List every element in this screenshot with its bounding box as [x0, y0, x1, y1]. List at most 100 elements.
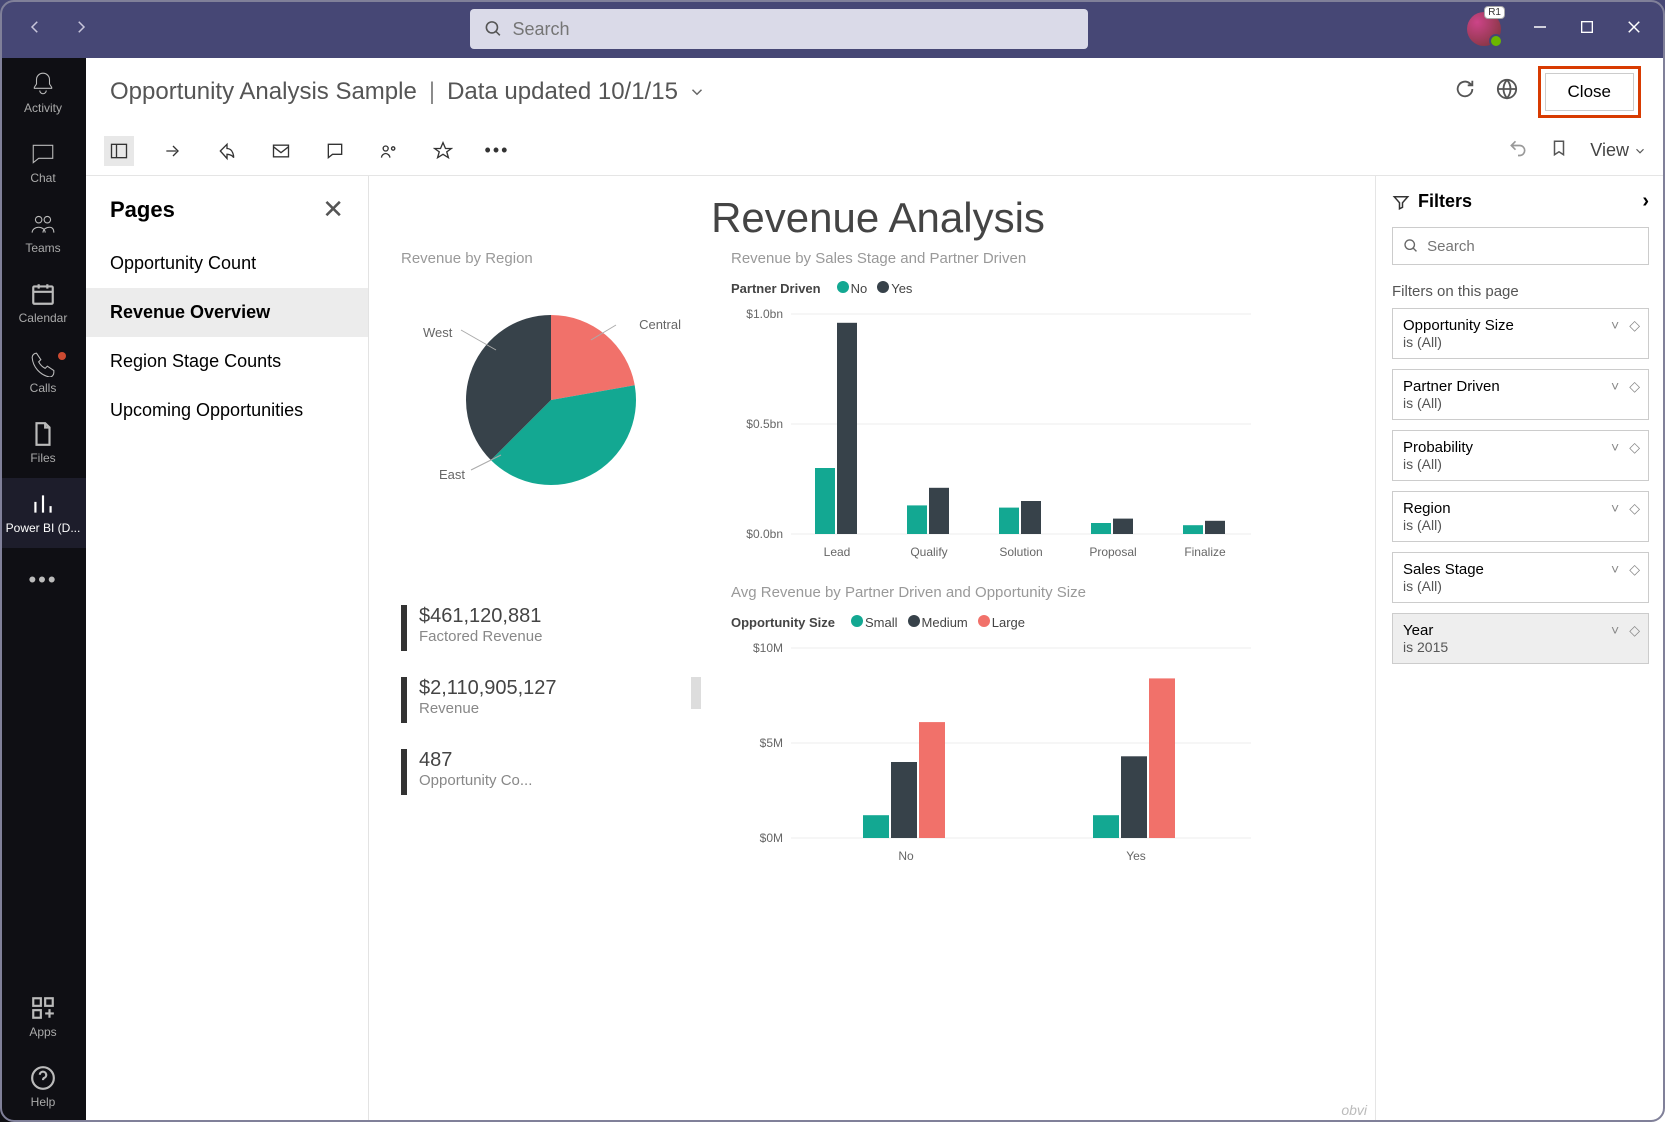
- rail-calls[interactable]: Calls: [0, 338, 86, 408]
- back-button[interactable]: [26, 18, 44, 41]
- filters-title: Filters: [1418, 191, 1472, 212]
- report-subtitle: Data updated 10/1/15: [447, 78, 678, 106]
- close-window-button[interactable]: [1625, 18, 1643, 41]
- global-search[interactable]: [470, 9, 1088, 49]
- export-button[interactable]: [158, 136, 188, 166]
- filter-card[interactable]: Sales Stageis (All)˅◇: [1392, 552, 1649, 603]
- teams-icon: [30, 211, 56, 237]
- svg-text:Lead: Lead: [824, 545, 851, 559]
- pie-label-central: Central: [639, 317, 681, 332]
- bar-chart-1[interactable]: $0.0bn$0.5bn$1.0bnLeadQualifySolutionPro…: [731, 304, 1251, 564]
- svg-text:Qualify: Qualify: [910, 545, 947, 559]
- watermark: obvi: [1341, 1102, 1367, 1118]
- rail-more[interactable]: •••: [0, 548, 86, 608]
- filters-search-input[interactable]: [1427, 238, 1638, 255]
- filters-pane: Filters › Filters on this page Opportuni…: [1375, 176, 1665, 1122]
- rail-apps[interactable]: Apps: [0, 982, 86, 1052]
- file-icon: [30, 421, 56, 447]
- rail-label: Help: [31, 1095, 56, 1109]
- kpi-tile[interactable]: $2,110,905,127Revenue: [401, 677, 701, 723]
- close-button[interactable]: Close: [1545, 73, 1634, 111]
- email-button[interactable]: [266, 136, 296, 166]
- pages-title: Pages: [110, 197, 175, 223]
- page-item[interactable]: Upcoming Opportunities: [86, 386, 368, 435]
- bar2-title: Avg Revenue by Partner Driven and Opport…: [731, 584, 1355, 601]
- phone-icon: [30, 351, 56, 377]
- rail-powerbi[interactable]: Power BI (D...: [0, 478, 86, 548]
- app-rail: Activity Chat Teams Calendar Calls Files…: [0, 58, 86, 1122]
- rail-label: Chat: [30, 171, 55, 185]
- rail-label: Power BI (D...: [6, 521, 81, 535]
- svg-text:$5M: $5M: [760, 736, 783, 750]
- pie-label-west: West: [423, 325, 452, 340]
- pages-close-button[interactable]: ✕: [322, 194, 344, 225]
- undo-button[interactable]: [1508, 138, 1528, 163]
- rail-help[interactable]: Help: [0, 1052, 86, 1122]
- filter-card[interactable]: Opportunity Sizeis (All)˅◇: [1392, 308, 1649, 359]
- rail-calendar[interactable]: Calendar: [0, 268, 86, 338]
- kpi-tile[interactable]: $461,120,881Factored Revenue: [401, 605, 701, 651]
- filter-card[interactable]: Regionis (All)˅◇: [1392, 491, 1649, 542]
- web-button[interactable]: [1496, 78, 1518, 107]
- comment-button[interactable]: [320, 136, 350, 166]
- report-header: Opportunity Analysis Sample | Data updat…: [86, 58, 1665, 126]
- share-button[interactable]: [212, 136, 242, 166]
- filter-card[interactable]: Probabilityis (All)˅◇: [1392, 430, 1649, 481]
- rail-activity[interactable]: Activity: [0, 58, 86, 128]
- undo-icon: [1508, 138, 1528, 158]
- filters-search[interactable]: [1392, 227, 1649, 265]
- avatar-badge: R1: [1484, 6, 1505, 19]
- teams-button[interactable]: [374, 136, 404, 166]
- avatar[interactable]: R1: [1467, 12, 1501, 46]
- pie-chart[interactable]: West Central East: [401, 275, 681, 535]
- maximize-button[interactable]: [1579, 19, 1595, 40]
- rail-teams[interactable]: Teams: [0, 198, 86, 268]
- filter-icon: [1392, 193, 1410, 211]
- svg-text:$1.0bn: $1.0bn: [746, 307, 783, 321]
- chart-icon: [30, 491, 56, 517]
- filter-card[interactable]: Yearis 2015˅◇: [1392, 613, 1649, 664]
- svg-text:Solution: Solution: [999, 545, 1042, 559]
- search-input[interactable]: [513, 19, 1074, 40]
- bar1-title: Revenue by Sales Stage and Partner Drive…: [731, 250, 1355, 267]
- rail-files[interactable]: Files: [0, 408, 86, 478]
- report-title: Opportunity Analysis Sample: [110, 78, 417, 106]
- svg-text:$0M: $0M: [760, 831, 783, 845]
- search-icon: [484, 19, 503, 39]
- page-item[interactable]: Opportunity Count: [86, 239, 368, 288]
- page-item[interactable]: Region Stage Counts: [86, 337, 368, 386]
- chevron-down-icon[interactable]: [688, 83, 706, 101]
- rail-chat[interactable]: Chat: [0, 128, 86, 198]
- close-highlight: Close: [1538, 66, 1641, 118]
- presence-icon: [1489, 34, 1503, 48]
- favorite-button[interactable]: [428, 136, 458, 166]
- search-icon: [1403, 237, 1419, 255]
- page-item[interactable]: Revenue Overview: [86, 288, 368, 337]
- view-menu[interactable]: View: [1590, 140, 1647, 161]
- rail-label: Activity: [24, 101, 62, 115]
- notification-dot: [58, 352, 66, 360]
- chevron-down-icon: [1633, 144, 1647, 158]
- minimize-button[interactable]: [1531, 18, 1549, 41]
- toggle-pane-button[interactable]: [104, 136, 134, 166]
- forward-button[interactable]: [72, 18, 90, 41]
- rail-label: Calls: [30, 381, 57, 395]
- svg-text:Yes: Yes: [1126, 849, 1146, 863]
- more-button[interactable]: •••: [482, 136, 512, 166]
- bar-chart-2[interactable]: $0M$5M$10MNoYes: [731, 638, 1251, 868]
- filters-collapse-button[interactable]: ›: [1642, 190, 1649, 213]
- pie-label-east: East: [439, 467, 465, 482]
- rail-label: Calendar: [19, 311, 68, 325]
- bookmark-icon: [1550, 138, 1568, 158]
- refresh-icon: [1454, 78, 1476, 100]
- globe-icon: [1496, 78, 1518, 100]
- bookmark-button[interactable]: [1550, 138, 1568, 163]
- kpi-tile[interactable]: 487Opportunity Co...: [401, 749, 701, 795]
- chat-icon: [30, 141, 56, 167]
- refresh-button[interactable]: [1454, 78, 1476, 107]
- bar1-legend: Partner Driven NoYes: [731, 281, 1355, 296]
- filter-card[interactable]: Partner Drivenis (All)˅◇: [1392, 369, 1649, 420]
- calendar-icon: [30, 281, 56, 307]
- report-canvas: Revenue Analysis Revenue by Region West …: [369, 176, 1375, 1122]
- rail-label: Apps: [29, 1025, 56, 1039]
